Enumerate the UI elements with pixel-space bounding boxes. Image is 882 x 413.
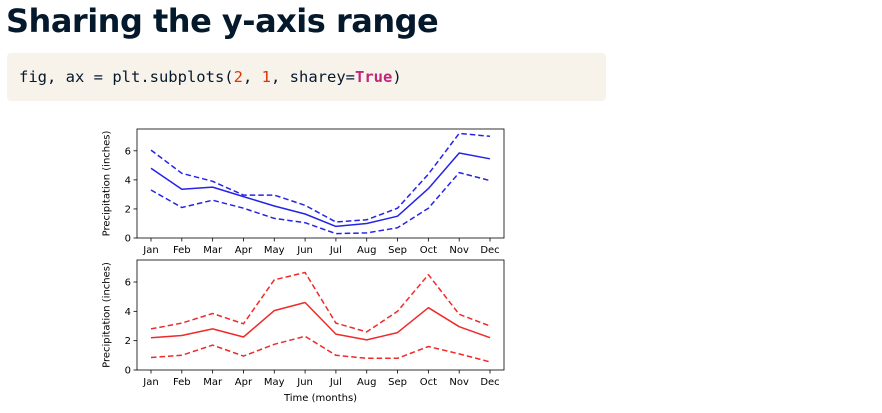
- x-tick-label: Mar: [203, 245, 223, 256]
- y-tick-label: 6: [125, 278, 131, 289]
- y-tick-label: 6: [125, 146, 131, 157]
- x-tick-label: Jul: [329, 377, 342, 388]
- y-tick-label: 4: [125, 307, 131, 318]
- x-tick-label: Mar: [203, 377, 223, 388]
- x-tick-label: Oct: [420, 377, 437, 388]
- code-sep-1: ,: [242, 68, 262, 86]
- x-axis-label: Time (months): [283, 393, 357, 404]
- series-line-1: [150, 152, 491, 228]
- y-axis-label: Precipitation (inches): [102, 262, 113, 368]
- x-tick-label: Nov: [449, 245, 469, 256]
- x-tick-label: Sep: [388, 245, 407, 256]
- series-line-2: [150, 132, 491, 223]
- x-tick-label: Jun: [296, 377, 313, 388]
- x-tick-label: May: [264, 377, 285, 388]
- code-keyword-true: True: [355, 68, 393, 86]
- code-arg-rows: 2: [233, 68, 243, 86]
- code-arg-cols: 1: [261, 68, 271, 86]
- y-tick-label: 4: [125, 175, 131, 186]
- y-axis-label: Precipitation (inches): [102, 131, 113, 237]
- series-line-1: [150, 301, 491, 341]
- x-tick-label: Apr: [235, 377, 253, 388]
- series-line-3: [150, 171, 491, 235]
- axes-frame: [136, 128, 505, 239]
- code-sep-2: , sharey=: [271, 68, 355, 86]
- x-tick-label: Jul: [329, 245, 342, 256]
- x-tick-label: Feb: [173, 245, 191, 256]
- series-line-3: [150, 335, 491, 363]
- x-tick-label: Dec: [480, 377, 499, 388]
- subplot-2: 0 2 4 6 Jan Feb Mar Apr May Jun Jul Aug Sep Oct Nov Dec…: [102, 259, 505, 404]
- page-title: Sharing the y-axis range: [6, 2, 439, 40]
- y-tick-label: 0: [125, 366, 131, 377]
- x-tick-label: Aug: [357, 377, 377, 388]
- x-tick-label: Jan: [142, 245, 158, 256]
- series-line-2: [150, 271, 491, 333]
- x-tick-label: Nov: [449, 377, 469, 388]
- x-tick-label: May: [264, 245, 285, 256]
- x-tick-label: Jun: [296, 245, 313, 256]
- code-suffix: ): [392, 68, 402, 86]
- code-block: fig, ax = plt.subplots(2, 1, sharey=True…: [7, 53, 606, 101]
- x-tick-label: Aug: [357, 245, 377, 256]
- y-tick-label: 2: [125, 336, 131, 347]
- y-tick-label: 2: [125, 204, 131, 215]
- subplot-1: 0 2 4 6 Jan Feb Mar Apr May Jun Jul Aug Sep Oct Nov Dec…: [102, 128, 505, 256]
- x-tick-label: Sep: [388, 377, 407, 388]
- x-tick-label: Apr: [235, 245, 253, 256]
- code-prefix: fig, ax = plt.subplots(: [19, 68, 234, 86]
- x-tick-label: Dec: [480, 245, 499, 256]
- x-tick-label: Oct: [420, 245, 437, 256]
- x-tick-label: Jan: [142, 377, 158, 388]
- x-tick-label: Feb: [173, 377, 191, 388]
- axes-frame: [136, 259, 505, 371]
- y-tick-label: 0: [125, 234, 131, 245]
